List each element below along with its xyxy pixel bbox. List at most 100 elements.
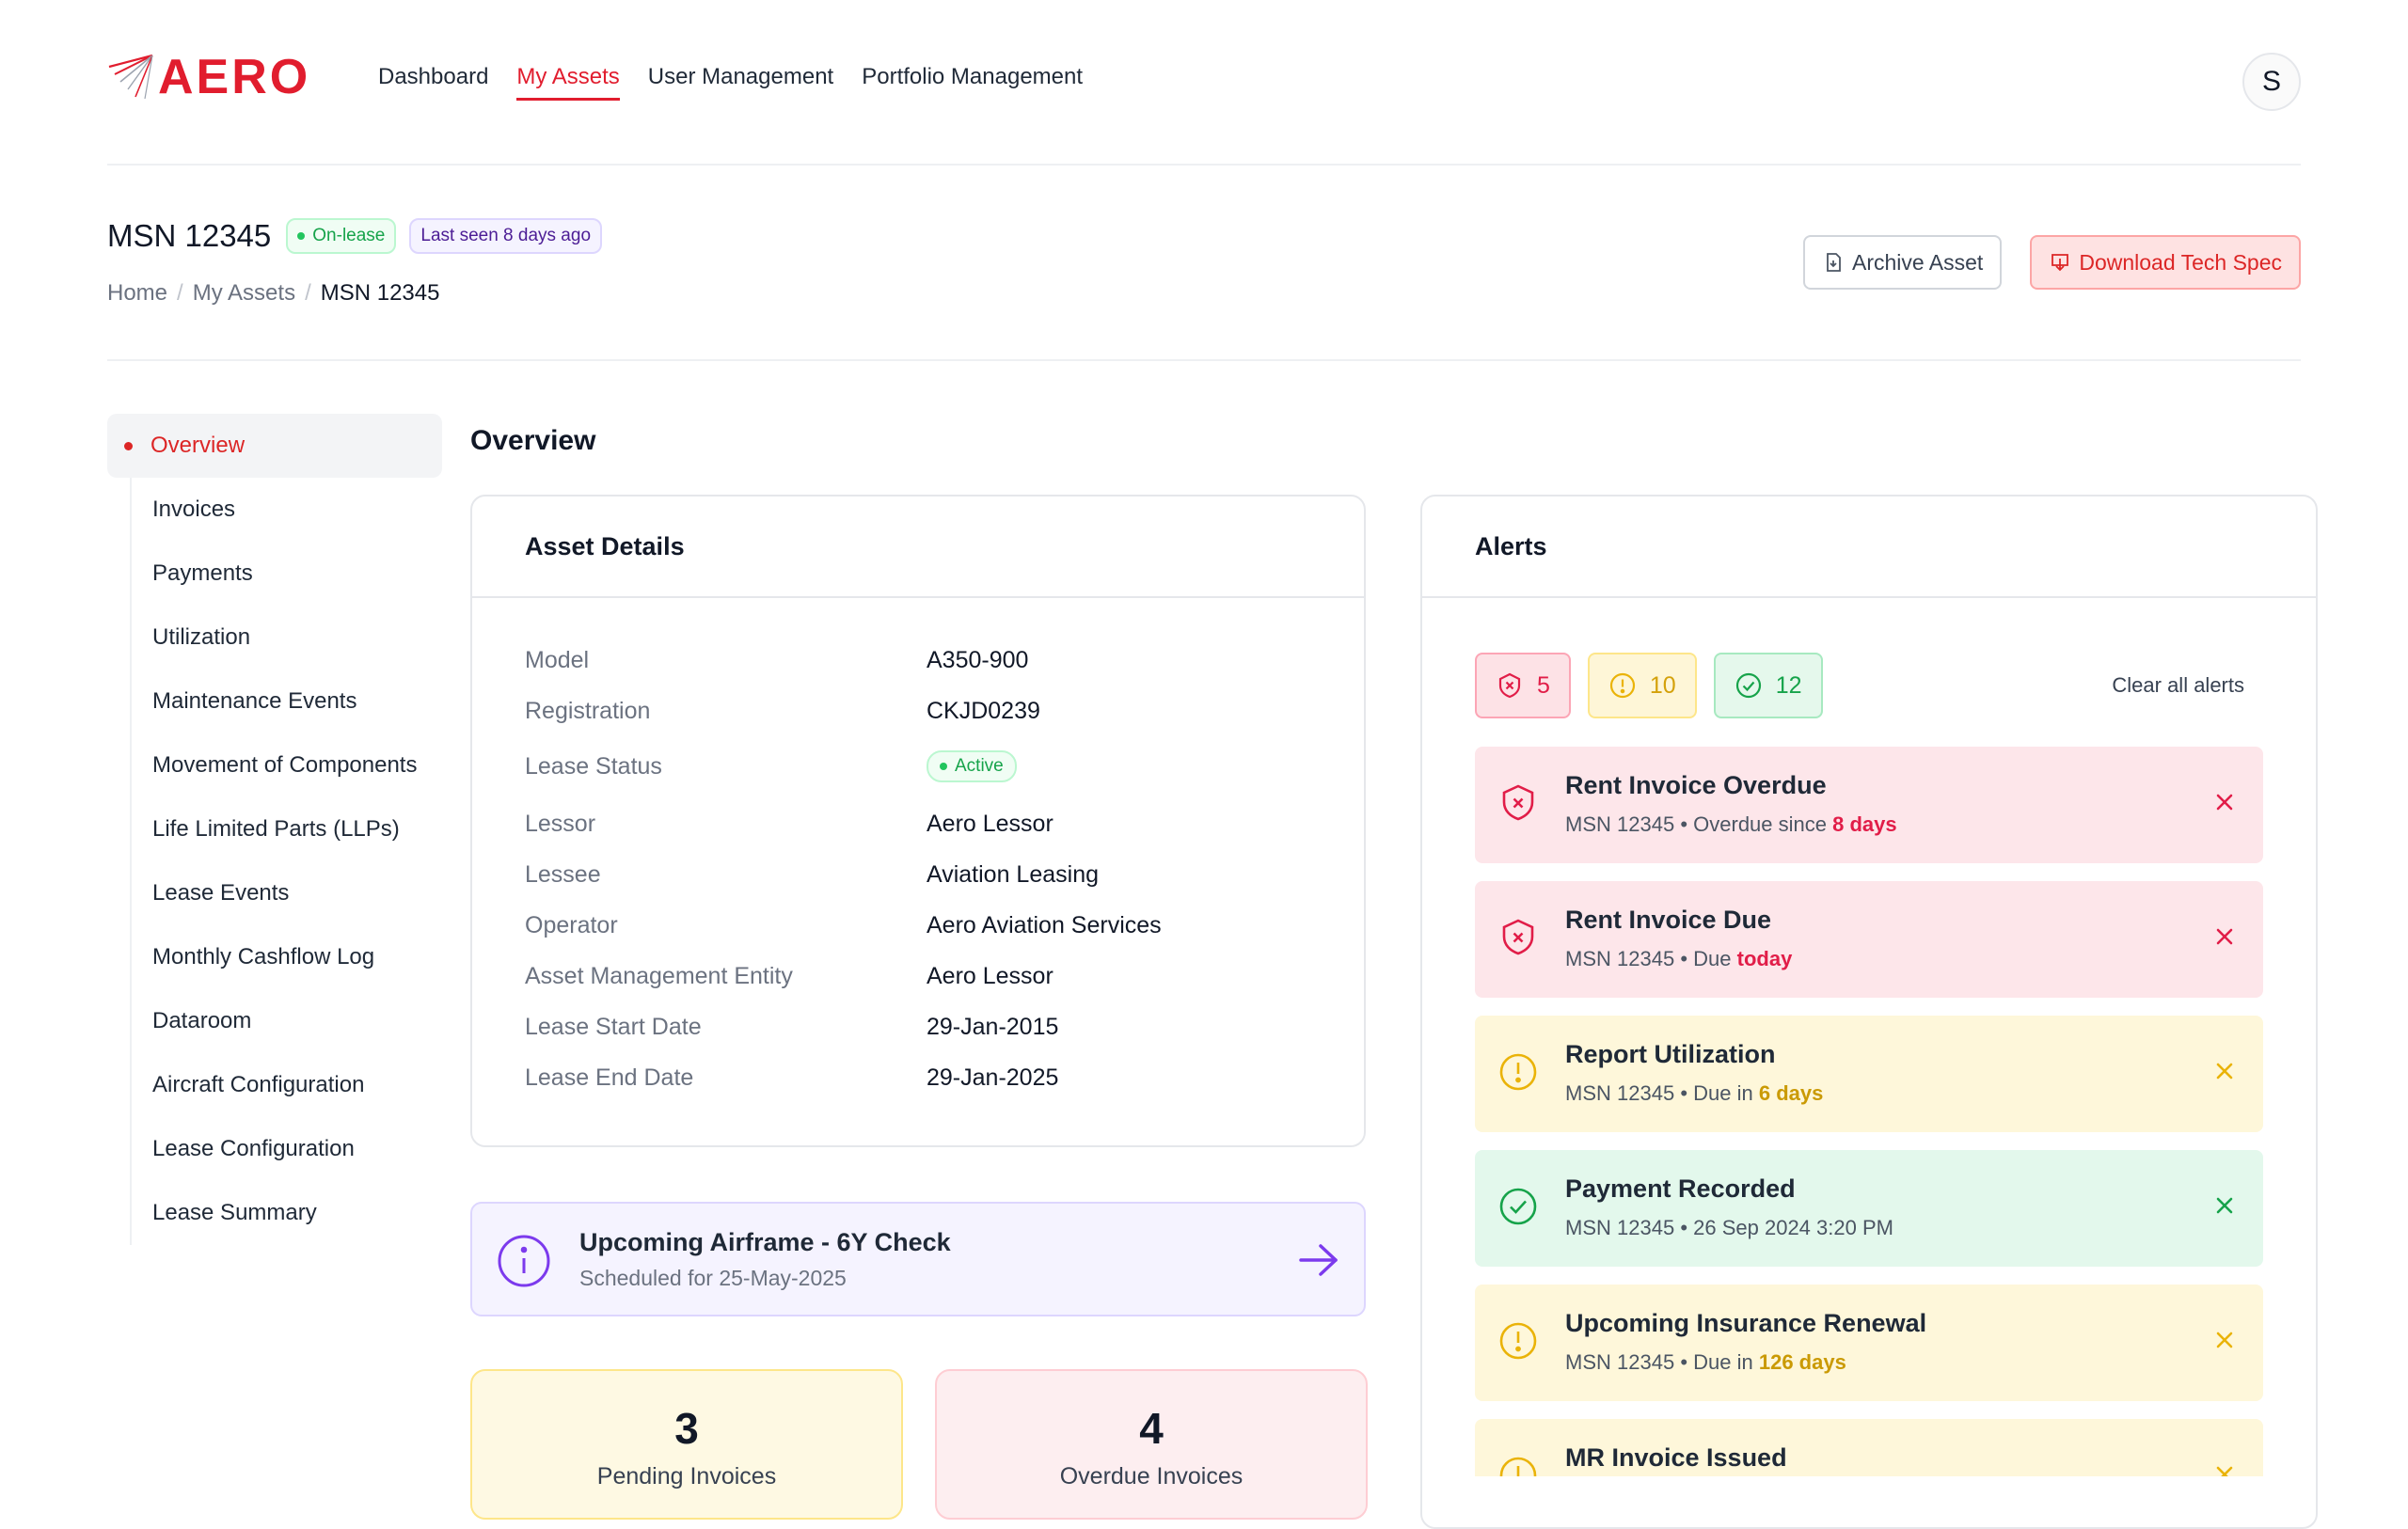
close-icon[interactable] — [2210, 1326, 2239, 1354]
detail-label: Lessor — [525, 811, 596, 837]
alert-item[interactable]: MR Invoice Issued — [1475, 1419, 2263, 1476]
shield-x-icon — [1502, 784, 1534, 821]
alert-msn: MSN 12345 — [1565, 1216, 1675, 1239]
close-icon[interactable] — [2210, 788, 2239, 816]
alert-filter-chips: 5 10 12 — [1475, 653, 1823, 718]
active-dot-icon — [124, 442, 133, 450]
sidebar-item-movement-of-components[interactable]: Movement of Components — [152, 752, 418, 778]
user-avatar[interactable]: S — [2242, 53, 2301, 111]
detail-row-lease-start-date: Lease Start Date 29-Jan-2015 — [525, 1014, 1336, 1041]
archive-icon — [1827, 253, 1841, 272]
alert-title: Rent Invoice Overdue — [1565, 771, 1827, 799]
detail-row-registration: Registration CKJD0239 — [525, 698, 1336, 725]
alert-item[interactable]: Rent Invoice Due MSN 12345 • Due today — [1475, 881, 2263, 998]
alert-item[interactable]: Upcoming Insurance Renewal MSN 12345 • D… — [1475, 1285, 2263, 1401]
sidebar-item-payments[interactable]: Payments — [152, 560, 253, 586]
sidebar-item-invoices[interactable]: Invoices — [152, 497, 236, 522]
breadcrumb-separator: / — [305, 280, 311, 306]
close-icon[interactable] — [2210, 922, 2239, 951]
alert-subtitle: MSN 12345 • Due today — [1565, 947, 1792, 971]
sidebar-item-lease-summary[interactable]: Lease Summary — [152, 1200, 317, 1225]
warning-alerts-count: 10 — [1649, 671, 1676, 699]
detail-row-asset-management-entity: Asset Management Entity Aero Lessor — [525, 963, 1336, 990]
alert-text: Due — [1693, 947, 1732, 970]
alert-title: Rent Invoice Due — [1565, 906, 1772, 934]
archive-asset-button[interactable]: Archive Asset — [1802, 235, 2003, 290]
detail-row-lease-end-date: Lease End Date 29-Jan-2025 — [525, 1064, 1336, 1092]
sidebar-item-utilization[interactable]: Utilization — [152, 624, 251, 650]
detail-label: Lease End Date — [525, 1064, 694, 1091]
alert-circle-icon — [1499, 1053, 1537, 1091]
detail-row-lease-status: Lease Status Active — [525, 750, 1336, 782]
alert-title: Upcoming Insurance Renewal — [1565, 1309, 1927, 1337]
detail-label: Lessee — [525, 861, 601, 888]
alerts-title: Alerts — [1422, 497, 2316, 598]
detail-value: Aviation Leasing — [927, 861, 1100, 888]
sidebar-item-overview[interactable]: Overview — [107, 414, 442, 478]
sidebar-item-lease-configuration[interactable]: Lease Configuration — [152, 1136, 355, 1161]
alert-highlight: 6 days — [1758, 1081, 1824, 1105]
critical-alerts-chip[interactable]: 5 — [1475, 653, 1571, 718]
arrow-right-icon[interactable] — [1298, 1243, 1339, 1277]
detail-label: Registration — [525, 698, 651, 724]
alert-separator: • — [1680, 1350, 1688, 1374]
check-circle-icon — [1735, 672, 1761, 699]
aero-logo[interactable]: AERO — [107, 53, 310, 102]
detail-label: Model — [525, 647, 590, 673]
warning-alerts-chip[interactable]: 10 — [1587, 653, 1697, 718]
detail-row-operator: Operator Aero Aviation Services — [525, 912, 1336, 939]
sidebar-item-dataroom[interactable]: Dataroom — [152, 1008, 252, 1033]
nav-portfolio-management[interactable]: Portfolio Management — [862, 64, 1084, 89]
breadcrumb-current: MSN 12345 — [320, 280, 440, 306]
sidebar-item-label: Overview — [150, 433, 246, 458]
close-icon[interactable] — [2210, 1191, 2239, 1220]
nav-dashboard[interactable]: Dashboard — [378, 64, 489, 89]
alert-item[interactable]: Rent Invoice Overdue MSN 12345 • Overdue… — [1475, 747, 2263, 863]
detail-value: 29-Jan-2025 — [927, 1064, 1059, 1091]
alert-circle-icon — [1499, 1457, 1537, 1476]
sidebar-item-lease-events[interactable]: Lease Events — [152, 880, 290, 906]
page-header: MSN 12345 On-lease Last seen 8 days ago … — [107, 166, 2301, 361]
overdue-invoices-stat[interactable]: 4 Overdue Invoices — [935, 1369, 1368, 1520]
nav-my-assets[interactable]: My Assets — [516, 64, 620, 101]
close-icon[interactable] — [2210, 1057, 2239, 1085]
status-badge: On-lease — [286, 218, 397, 254]
sidebar-item-monthly-cashflow-log[interactable]: Monthly Cashflow Log — [152, 944, 375, 969]
nav-user-management[interactable]: User Management — [647, 64, 834, 89]
alert-list: Rent Invoice Overdue MSN 12345 • Overdue… — [1475, 747, 2263, 1476]
alert-text: Due in — [1693, 1081, 1753, 1105]
logo-mark-icon — [108, 54, 153, 100]
detail-value: 29-Jan-2015 — [927, 1014, 1059, 1040]
alert-item[interactable]: Report Utilization MSN 12345 • Due in 6 … — [1475, 1016, 2263, 1132]
alert-highlight: 8 days — [1832, 812, 1897, 836]
alert-separator: • — [1680, 1216, 1688, 1239]
alert-item[interactable]: Payment Recorded MSN 12345 • 26 Sep 2024… — [1475, 1150, 2263, 1267]
alert-circle-icon — [1499, 1322, 1537, 1360]
detail-label: Operator — [525, 912, 618, 938]
detail-label: Asset Management Entity — [525, 963, 793, 989]
alert-subtitle: MSN 12345 • Overdue since 8 days — [1565, 812, 1897, 837]
lease-status-badge: Active — [927, 750, 1017, 782]
breadcrumb-my-assets[interactable]: My Assets — [192, 280, 296, 306]
detail-label: Lease Start Date — [525, 1014, 702, 1040]
pending-invoices-stat[interactable]: 3 Pending Invoices — [470, 1369, 903, 1520]
breadcrumb-home[interactable]: Home — [107, 280, 168, 306]
lease-status-label: Active — [955, 756, 1004, 776]
clear-all-alerts-button[interactable]: Clear all alerts — [2112, 673, 2244, 697]
sidebar-item-llps[interactable]: Life Limited Parts (LLPs) — [152, 816, 400, 842]
shield-x-icon — [1502, 919, 1534, 955]
download-tech-spec-button[interactable]: Download Tech Spec — [2030, 235, 2301, 290]
section-title: Overview — [470, 425, 596, 456]
upcoming-event-card[interactable]: Upcoming Airframe - 6Y Check Scheduled f… — [470, 1202, 1366, 1316]
detail-value: CKJD0239 — [927, 698, 1040, 724]
main-nav: Dashboard My Assets User Management Port… — [378, 64, 1083, 101]
upcoming-event-title: Upcoming Airframe - 6Y Check — [579, 1228, 951, 1256]
success-alerts-chip[interactable]: 12 — [1713, 653, 1823, 718]
detail-value: Aero Lessor — [927, 811, 1054, 837]
sidebar-item-maintenance-events[interactable]: Maintenance Events — [152, 688, 357, 714]
alert-msn: MSN 12345 — [1565, 1081, 1675, 1105]
sidebar-item-aircraft-configuration[interactable]: Aircraft Configuration — [152, 1072, 365, 1097]
detail-row-lessor: Lessor Aero Lessor — [525, 811, 1336, 838]
close-icon[interactable] — [2210, 1460, 2239, 1476]
alert-circle-icon — [1609, 672, 1636, 699]
